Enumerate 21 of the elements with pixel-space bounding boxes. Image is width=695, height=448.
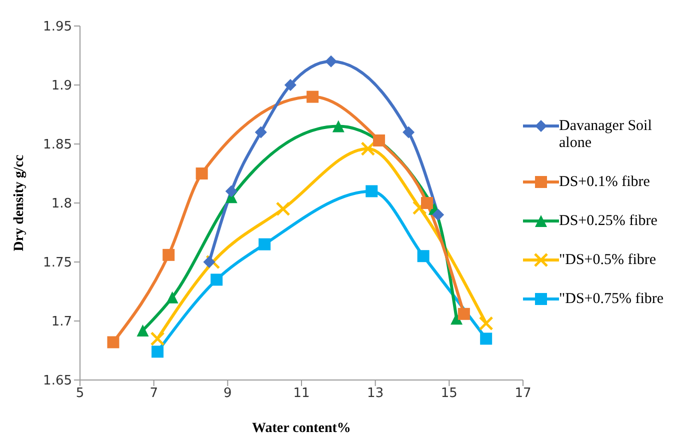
x-tick-label: 7 [150,386,158,402]
legend-label: "DS+0.5% fibre [559,252,658,269]
y-tick-label: 1.65 [43,374,72,389]
y-tick-label: 1.8 [51,196,72,212]
legend-label: DS+0.25% fibre [559,213,658,230]
x-tick-label: 15 [440,386,458,402]
y-tick-label: 1.95 [43,20,72,35]
y-axis-title: Dry density g/cc [12,154,27,252]
y-tick-label: 1.75 [43,256,72,271]
y-tick-label: 1.85 [43,138,72,153]
x-tick-label: 13 [367,386,384,402]
y-tick-label: 1.7 [51,314,72,330]
x-tick-label: 11 [293,386,310,402]
legend-label: Davanager Soil alone [559,118,653,152]
legend-label: "DS+0.75% fibre [559,291,665,308]
x-axis-title: Water content% [252,421,351,436]
x-tick-label: 9 [224,386,232,402]
x-tick-label: 5 [76,386,84,402]
y-tick-label: 1.9 [51,78,72,94]
x-tick-label: 17 [514,386,532,402]
legend-label: DS+0.1% fibre [559,174,651,191]
